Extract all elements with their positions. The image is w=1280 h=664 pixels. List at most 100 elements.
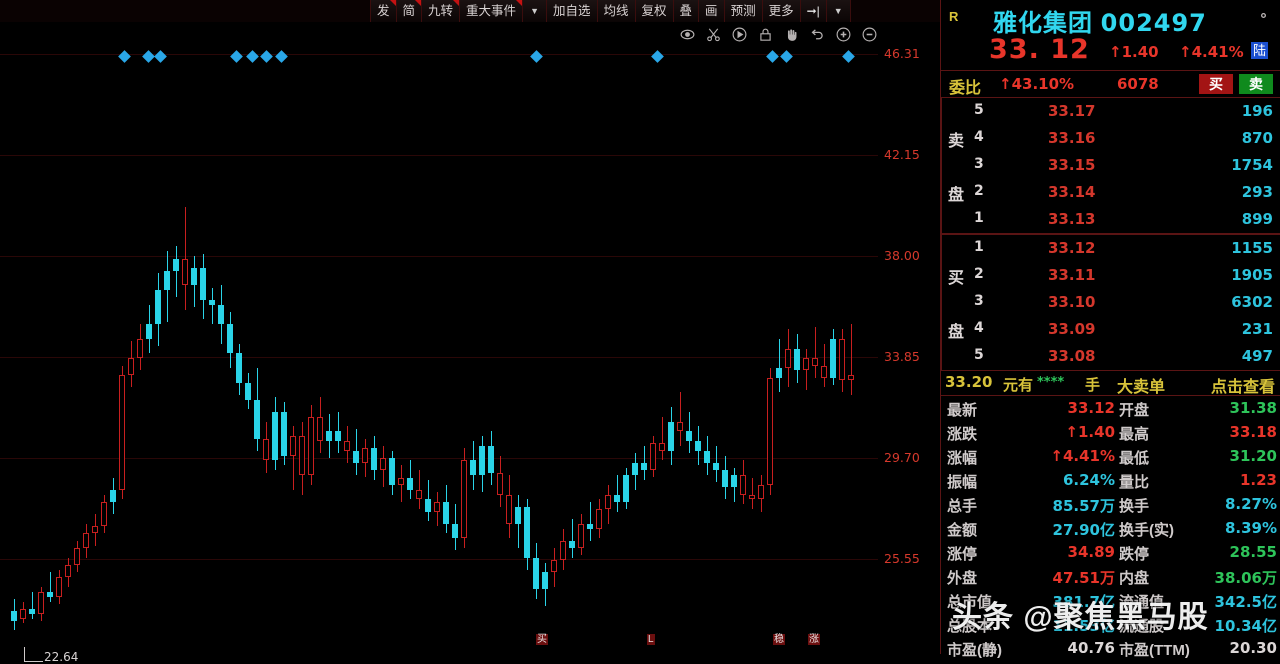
event-marker[interactable] [154,50,167,63]
event-marker[interactable] [842,50,855,63]
stock-name-text: 雅化集团 [993,10,1093,37]
play-icon[interactable] [731,26,748,43]
toolbar-button-0[interactable]: 发 [370,0,397,22]
toolbar-button-5[interactable]: 均线 [597,0,636,22]
event-marker[interactable] [530,50,543,63]
stat-value: 38.06万 [1214,569,1277,587]
stat-label: 跌停 [1119,546,1150,563]
lock-icon[interactable] [757,26,774,43]
toolbar-button-6[interactable]: 复权 [635,0,674,22]
orderbook-row[interactable]: 1 33.12 1155 [942,235,1280,262]
orderbook-row[interactable]: 卖 4 33.16 870 [942,125,1280,152]
orderbook-volume: 497 [1241,347,1273,365]
toolbar-button-7[interactable]: 叠 [673,0,700,22]
toolbar-button-9[interactable]: 预测 [724,0,763,22]
quote-header: R 雅化集团 002497 [941,0,1280,37]
stat-value: 8.39% [1224,519,1277,537]
orderbook-price: 33.13 [1048,210,1096,228]
orderbook-row[interactable]: 盘 4 33.09 231 [942,316,1280,343]
orderbook-group-label: 买 [948,270,965,287]
orderbook-group-label: 盘 [948,187,965,204]
orderbook-price: 33.10 [1048,293,1096,311]
orderbook-price: 33.08 [1048,347,1096,365]
undo-icon[interactable] [809,26,826,43]
stat-row: 振幅 6.24% 量比 1.23 [941,468,1280,492]
r-badge: R [949,9,959,24]
orderbook-row[interactable]: 盘 2 33.14 293 [942,179,1280,206]
toolbar-button-10[interactable]: 更多 [762,0,801,22]
big-order-cta[interactable]: 点击查看 [1210,379,1275,396]
stat-label: 总手 [947,498,978,515]
event-marker[interactable] [118,50,131,63]
top-toolbar: 发简九转 重大事件 ▼ 加自选 均线 复权叠画预测 更多 ➞| ▼ [0,0,940,22]
jump-right-icon[interactable]: ➞| [800,0,827,22]
kline-chart[interactable]: 买 L 稳 涨 22.64 [0,22,881,664]
orderbook-row[interactable]: 3 33.10 6302 [942,289,1280,316]
orderbook-volume: 6302 [1231,293,1273,311]
event-marker[interactable] [230,50,243,63]
zoom-out-icon[interactable] [861,26,878,43]
stat-label: 市盈(TTM) [1119,642,1190,659]
stat-label: 最低 [1119,450,1150,467]
new-flag-icon [453,0,460,6]
stat-value: ↑1.40 [1065,423,1115,441]
stat-value: 85.57万 [1052,497,1115,515]
eye-icon[interactable] [679,26,696,43]
chevron-down-icon[interactable]: ▼ [523,0,547,22]
stat-label: 振幅 [947,474,978,491]
stat-value: 20.30 [1229,639,1277,657]
price-axis-label: 33.85 [884,349,920,365]
orderbook-group-label: 盘 [948,324,965,341]
stat-value: 27.90亿 [1052,521,1115,539]
event-marker[interactable] [275,50,288,63]
stat-label: 外盘 [947,570,978,587]
orderbook-row[interactable]: 5 33.08 497 [942,343,1280,370]
stat-label: 市盈(静) [947,642,1002,659]
big-order-banner[interactable]: 33.20 元有 **** 手 大卖单 点击查看 [941,370,1280,396]
hand-icon[interactable] [783,26,800,43]
signal-marker: 稳 [773,634,785,645]
stat-label: 金额 [947,522,978,539]
stat-value: 6.24% [1062,471,1115,489]
hk-connect-tag: 陆 [1251,42,1269,59]
buy-button[interactable]: 买 [1199,74,1233,94]
orderbook-row[interactable]: 5 33.17 196 [942,98,1280,125]
gridline [0,458,878,460]
zoom-in-icon[interactable] [835,26,852,43]
chevron-down-icon-2[interactable]: ▼ [826,0,851,22]
event-marker[interactable] [651,50,664,63]
sell-button[interactable]: 卖 [1239,74,1273,94]
stat-row: 总手 85.57万 换手 8.27% [941,492,1280,516]
stat-value: 31.38 [1229,399,1277,417]
big-order-price: 33.20 [945,373,993,391]
event-marker[interactable] [142,50,155,63]
big-order-hand: 手 [1085,377,1101,394]
event-marker[interactable] [246,50,259,63]
event-marker[interactable] [780,50,793,63]
event-marker[interactable] [766,50,779,63]
chart-tool-icons [679,26,878,43]
orderbook-row[interactable]: 买 2 33.11 1905 [942,262,1280,289]
price-axis: 46.31 42.15 38.00 33.85 29.70 25.55 [880,22,940,654]
toolbar-button-4[interactable]: 加自选 [546,0,598,22]
stat-row: 总市值 381.7亿 流通值 342.5亿 [941,588,1280,612]
gear-icon[interactable] [1255,7,1272,24]
order-book: 5 33.17 196 卖 4 33.16 870 3 33.15 1754 盘 2 33.14 293 1… [941,98,1280,370]
orderbook-volume: 1905 [1231,266,1273,284]
toolbar-button-1[interactable]: 简 [396,0,423,22]
event-marker[interactable] [260,50,273,63]
toolbar-button-8[interactable]: 画 [699,0,725,22]
stat-label: 流通股 [1119,618,1165,635]
big-order-stars: **** [1037,375,1065,390]
orderbook-row[interactable]: 1 33.13 899 [942,206,1280,233]
buy-side: 1 33.12 1155 买 2 33.11 1905 3 33.10 6302 盘 4 33.09 23… [942,235,1280,370]
stat-value: 8.27% [1224,495,1277,513]
orderbook-price: 33.15 [1048,156,1096,174]
toolbar-button-2[interactable]: 九转 [422,0,461,22]
orderbook-row[interactable]: 3 33.15 1754 [942,152,1280,179]
toolbar-button-3[interactable]: 重大事件 [460,0,524,22]
stat-label: 换手(实) [1119,522,1174,539]
orderbook-volume: 1155 [1231,239,1273,257]
scissors-icon[interactable] [705,26,722,43]
